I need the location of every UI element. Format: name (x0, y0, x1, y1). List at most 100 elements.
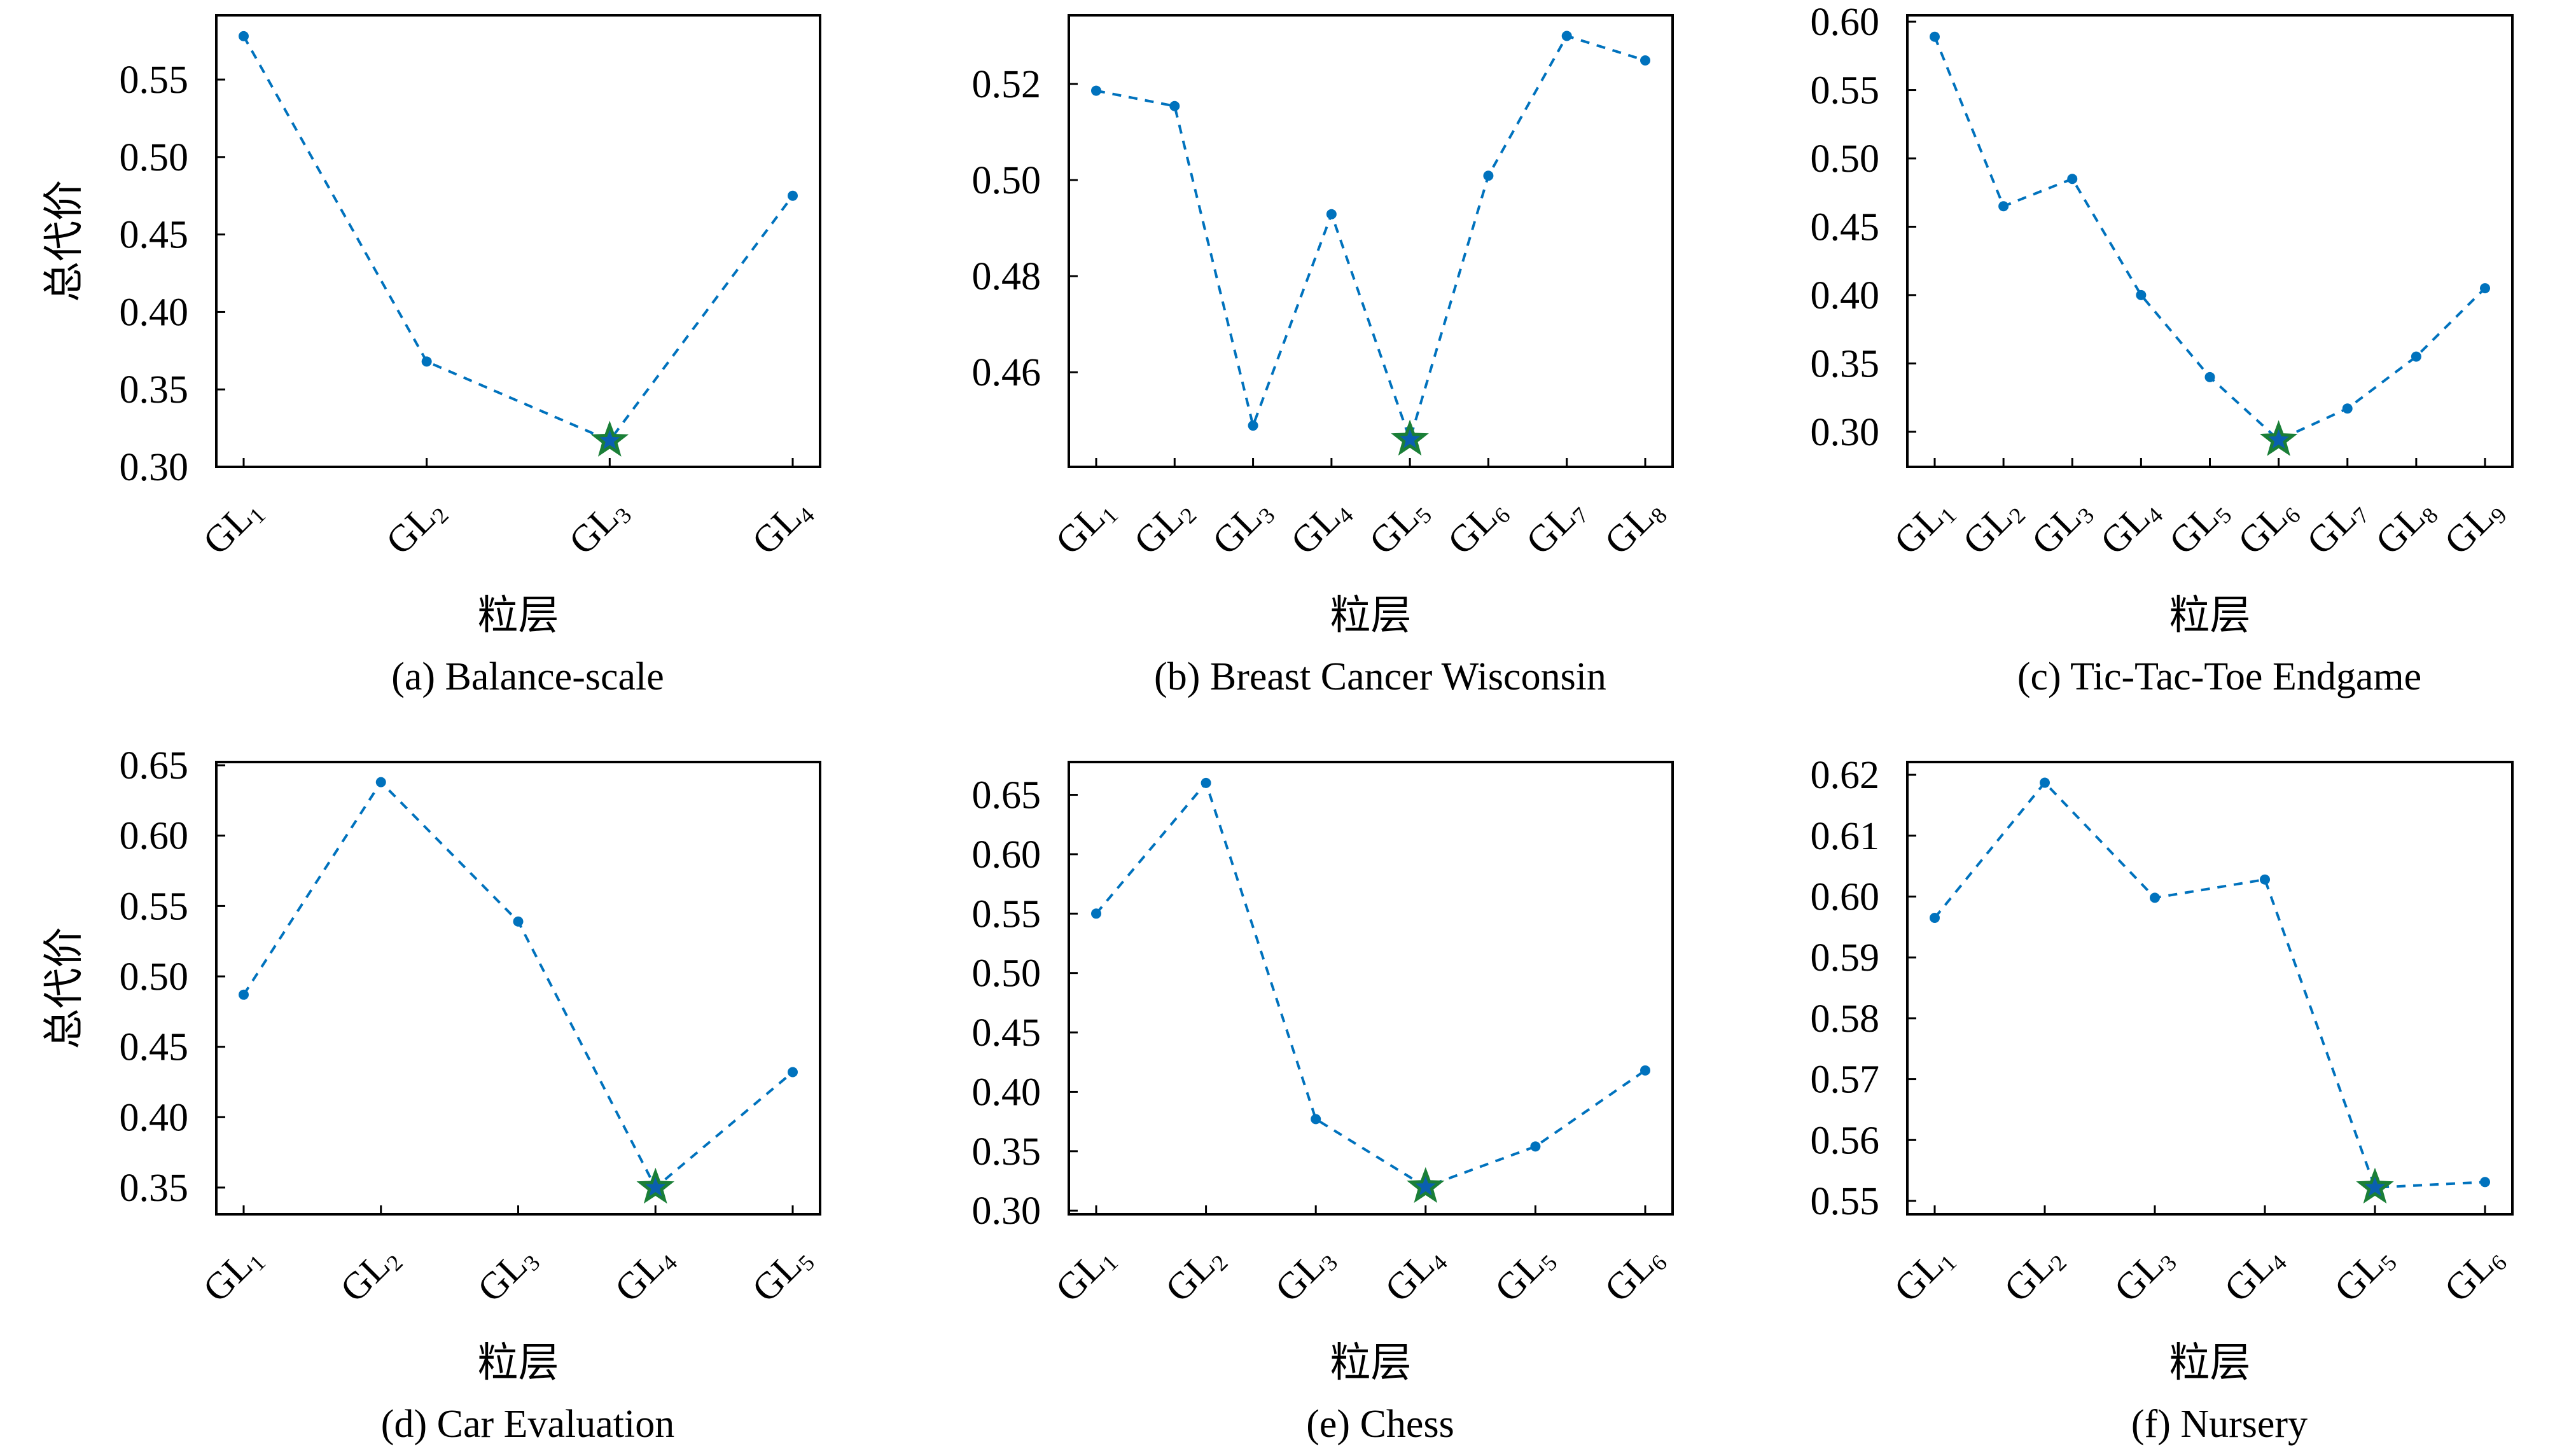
best-point-star (1391, 419, 1429, 456)
y-tick-label: 0.60 (120, 815, 189, 858)
y-tick-label: 0.50 (972, 952, 1041, 995)
panel-caption: (b) Breast Cancer Wisconsin (1154, 655, 1606, 698)
x-tick-label: GL2 (332, 1237, 408, 1312)
y-tick-label: 0.46 (972, 351, 1041, 394)
x-tick-label: GL6 (1440, 489, 1515, 565)
x-tick-label: GL3 (2106, 1237, 2182, 1312)
y-axis-label: 总代价 (41, 927, 87, 1050)
plot-frame (215, 14, 821, 468)
x-tick-label: GL3 (1267, 1237, 1342, 1312)
y-tick-label: 0.58 (1811, 997, 1880, 1041)
y-tick-label: 0.35 (120, 1167, 189, 1210)
x-tick-label: GL4 (1377, 1237, 1452, 1312)
series-line (1933, 780, 2486, 1189)
y-tick-label: 0.65 (120, 744, 189, 787)
plot-frame (1906, 761, 2514, 1216)
x-tick-label: GL5 (2326, 1237, 2402, 1312)
x-tick-label: GL3 (561, 489, 637, 565)
x-tick-label: GL2 (1954, 489, 2030, 565)
best-point-star (2356, 1167, 2394, 1204)
x-tick-label: GL4 (2092, 489, 2168, 565)
y-tick-label: 0.35 (1811, 342, 1880, 385)
x-tick-label: GL6 (2436, 1237, 2512, 1312)
x-tick-label: GL1 (1047, 489, 1123, 565)
x-tick-label: GL2 (1996, 1237, 2071, 1312)
data-point (1561, 31, 1572, 41)
x-tick-label: GL2 (378, 489, 454, 565)
x-tick-label: GL1 (195, 1237, 270, 1312)
data-point (2342, 403, 2353, 414)
data-point (2260, 874, 2270, 885)
data-point (2136, 289, 2147, 300)
x-axis-label: 粒层 (2169, 593, 2251, 638)
y-tick-label: 0.35 (120, 368, 189, 412)
panel-caption: (e) Chess (1306, 1403, 1454, 1446)
data-point (239, 31, 249, 41)
data-point (2150, 892, 2160, 903)
y-tick-label: 0.45 (972, 1011, 1041, 1055)
series-line (242, 780, 794, 1190)
data-point (1091, 85, 1101, 96)
x-tick-label: GL6 (2230, 489, 2306, 565)
data-point (1201, 777, 1211, 788)
y-tick-label: 0.60 (972, 833, 1041, 877)
y-tick-label: 0.50 (1811, 137, 1880, 181)
x-axis-label: 粒层 (2169, 1340, 2251, 1385)
plot-frame (1068, 14, 1674, 468)
x-tick-label: GL6 (1596, 1237, 1672, 1312)
data-point (1248, 420, 1258, 431)
x-tick-label: GL1 (1886, 1237, 1961, 1312)
y-tick-label: 0.55 (1811, 1180, 1880, 1223)
y-tick-label: 0.62 (1811, 754, 1880, 797)
y-tick-label: 0.40 (972, 1071, 1041, 1114)
data-point (2067, 174, 2078, 184)
x-tick-label: GL3 (470, 1237, 545, 1312)
data-point (1091, 908, 1101, 919)
y-tick-label: 0.40 (120, 1096, 189, 1139)
y-tick-label: 0.48 (972, 255, 1041, 298)
y-tick-label: 0.60 (1811, 1, 1880, 44)
x-tick-label: GL4 (2216, 1237, 2292, 1312)
x-tick-label: GL4 (1283, 489, 1358, 565)
y-tick-label: 0.35 (972, 1130, 1041, 1174)
y-tick-label: 0.30 (972, 1189, 1041, 1233)
chart-panel: 0.46 0.48 0.50 0.52 GL1 GL2 GL3 GL4 GL5 GL6 GL7 GL8… (972, 14, 1674, 698)
x-axis-label: 粒层 (478, 1340, 559, 1385)
y-axis-label: 总代价 (41, 180, 87, 302)
series-line (1096, 34, 1646, 444)
x-tick-label: GL8 (1596, 489, 1672, 565)
x-tick-label: GL3 (1204, 489, 1280, 565)
x-axis-label: 粒层 (1330, 593, 1412, 638)
chart-panel: 0.35 0.40 0.45 0.50 0.55 0.60 0.65 GL1 GL2 GL3 GL4… (41, 744, 821, 1446)
data-point (788, 1067, 798, 1078)
data-point (1998, 201, 2009, 212)
y-tick-label: 0.40 (1811, 274, 1880, 317)
best-point-star (590, 420, 629, 457)
data-point (2411, 351, 2421, 362)
data-point (2204, 371, 2215, 382)
y-tick-label: 0.55 (1811, 69, 1880, 113)
plot-frame (215, 761, 821, 1216)
y-tick-label: 0.61 (1811, 815, 1880, 858)
y-tick-label: 0.55 (120, 885, 189, 928)
y-tick-label: 0.40 (120, 291, 189, 334)
y-tick-label: 0.56 (1811, 1119, 1880, 1162)
y-tick-label: 0.57 (1811, 1058, 1880, 1102)
data-point (1311, 1114, 1321, 1125)
data-point (1169, 101, 1180, 111)
x-tick-label: GL8 (2367, 489, 2443, 565)
data-point (788, 190, 798, 201)
y-tick-label: 0.55 (972, 892, 1041, 936)
plot-frame (1906, 14, 2514, 468)
x-tick-label: GL4 (606, 1237, 682, 1312)
y-tick-label: 0.45 (120, 214, 189, 257)
data-point (1530, 1141, 1541, 1152)
x-tick-label: GL2 (1126, 489, 1202, 565)
data-point (2480, 1177, 2490, 1188)
y-tick-label: 0.60 (1811, 875, 1880, 919)
data-point (1640, 55, 1650, 66)
data-point (1930, 31, 1940, 42)
data-point (239, 989, 249, 1000)
